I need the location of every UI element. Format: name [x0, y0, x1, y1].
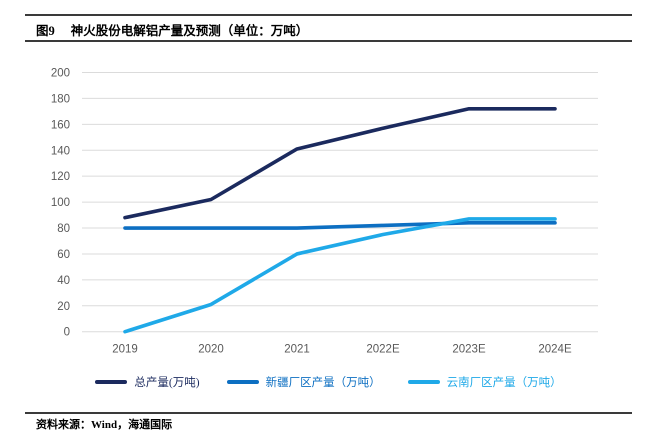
title-divider [25, 40, 632, 42]
series-line [123, 106, 557, 220]
xinjiang-series-swatch [226, 379, 259, 385]
figure-number: 图9 [36, 24, 55, 38]
figure-title: 图9 神火股份电解铝产量及预测（单位：万吨） [36, 20, 308, 39]
x-axis-tick-label: 2019 [112, 344, 138, 356]
y-axis-tick-label: 0 [64, 327, 70, 339]
series-line [123, 217, 557, 334]
line-chart: 0 20 40 60 80 100 120 140 160 180 200 2019 2020 2021 2… [51, 68, 598, 356]
x-axis-tick-label: 2022E [366, 344, 400, 356]
y-axis-tick-label: 40 [57, 275, 70, 287]
x-axis-tick-label: 2021 [284, 344, 310, 356]
y-axis-tick-label: 20 [57, 301, 70, 313]
series-line [123, 221, 557, 230]
top-divider [25, 14, 632, 16]
chart-legend: 总产量(万吨) 新疆厂区产量（万吨） 云南厂区产量（万吨） [0, 370, 657, 394]
y-axis-tick-label: 120 [51, 171, 70, 183]
xinjiang-series-label: 新疆厂区产量（万吨） [265, 377, 381, 389]
footer-divider [25, 412, 632, 414]
y-axis-tick-label: 180 [51, 93, 70, 105]
figure-title-text: 神火股份电解铝产量及预测（单位：万吨） [70, 24, 309, 38]
y-axis-tick-label: 200 [51, 68, 70, 80]
yunnan-series-swatch [407, 379, 440, 385]
y-axis-tick-label: 100 [51, 197, 70, 209]
y-axis-tick-label: 60 [57, 249, 70, 261]
y-axis-tick-label: 160 [51, 119, 70, 131]
total-series-swatch [95, 379, 128, 385]
x-axis-tick-label: 2020 [198, 344, 224, 356]
source-note: 资料来源：Wind，海通国际 [36, 419, 173, 431]
legend-item-xinjiang: 新疆厂区产量（万吨） [226, 374, 381, 390]
x-axis-tick-label: 2023E [452, 344, 486, 356]
legend-item-total: 总产量(万吨) [95, 374, 200, 390]
y-axis-tick-label: 80 [57, 223, 70, 235]
x-axis-tick-label: 2024E [538, 344, 572, 356]
total-series-label: 总产量(万吨) [134, 377, 200, 389]
legend-item-yunnan: 云南厂区产量（万吨） [407, 374, 562, 390]
y-axis-tick-label: 140 [51, 145, 70, 157]
yunnan-series-label: 云南厂区产量（万吨） [446, 377, 562, 389]
